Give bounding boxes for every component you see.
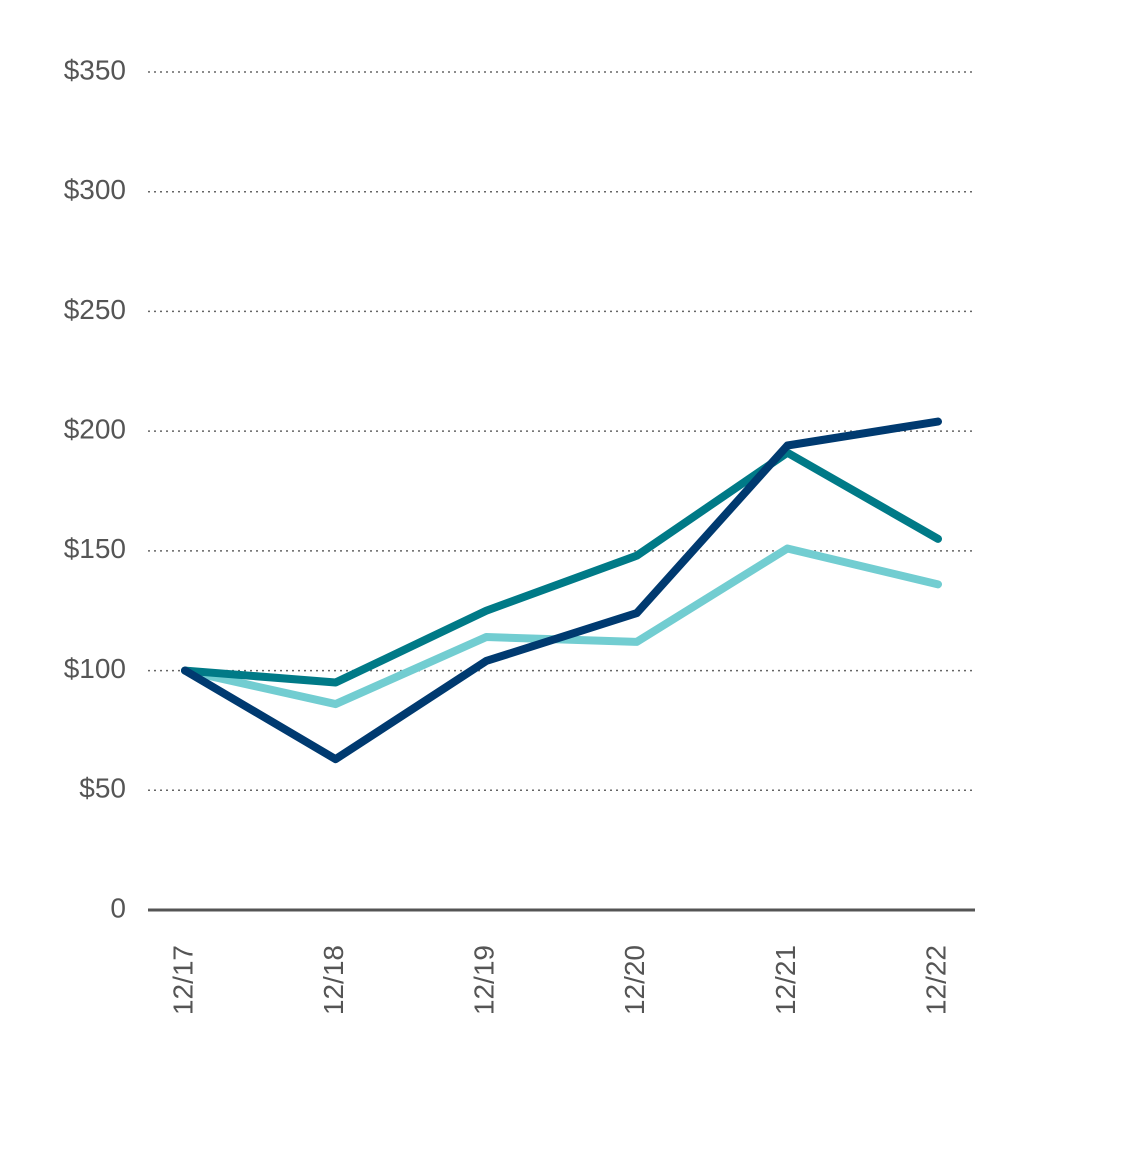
y-tick-label: $300 [64,174,126,205]
series-line [181,417,942,764]
x-tick-label: 12/19 [469,945,500,1015]
x-tick-label: 12/22 [920,945,951,1015]
x-tick-label: 12/20 [619,945,650,1015]
y-tick-label: $50 [79,773,126,804]
x-tick-label: 12/17 [167,945,198,1015]
x-tick-label: 12/21 [770,945,801,1015]
y-tick-label: $100 [64,653,126,684]
y-tick-label: $350 [64,54,126,85]
y-tick-label: 0 [110,892,126,923]
y-tick-label: $250 [64,294,126,325]
y-tick-label: $200 [64,414,126,445]
series-line [181,448,942,687]
y-tick-label: $150 [64,533,126,564]
x-tick-label: 12/18 [318,945,349,1015]
